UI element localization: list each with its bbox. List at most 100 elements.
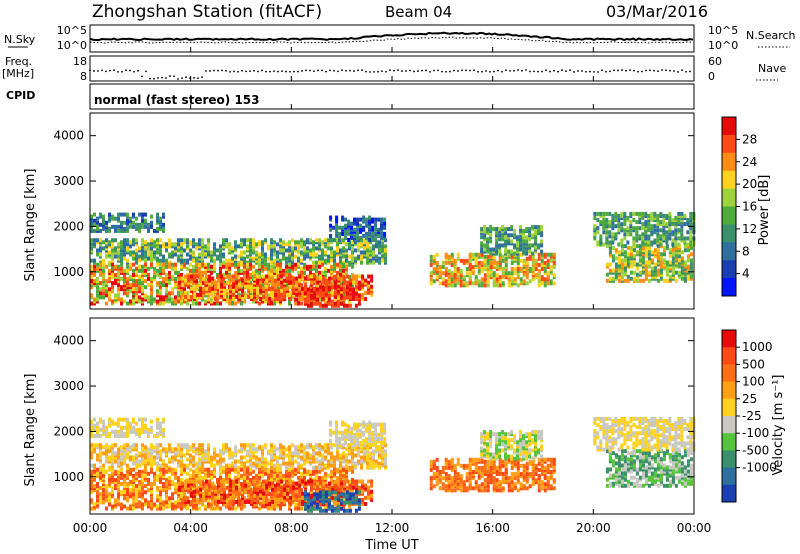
velocity-cell: [123, 486, 126, 491]
power-cell: [650, 276, 654, 281]
velocity-cell: [135, 443, 138, 448]
power-cell: [303, 248, 306, 253]
power-cell: [653, 238, 657, 243]
power-cell: [207, 238, 210, 243]
velocity-cell: [156, 431, 159, 436]
power-cell: [316, 284, 320, 289]
velocity-cell: [96, 490, 99, 495]
power-cell: [93, 264, 96, 269]
power-cell: [629, 213, 633, 218]
power-cell: [219, 266, 222, 271]
power-cell: [659, 236, 663, 241]
power-cell: [540, 231, 544, 236]
power-cell: [240, 301, 243, 306]
power-cell: [168, 297, 171, 302]
power-cell: [129, 289, 132, 294]
power-cell: [159, 293, 162, 298]
velocity-cell: [192, 449, 195, 454]
power-cell: [291, 252, 294, 257]
power-cell: [117, 228, 120, 233]
power-cell: [321, 272, 324, 277]
power-cell: [324, 272, 327, 277]
power-cell: [650, 260, 654, 265]
velocity-cell: [117, 423, 120, 428]
velocity-cell: [363, 445, 366, 450]
velocity-cell: [90, 421, 93, 426]
power-cell: [256, 274, 260, 279]
velocity-cell: [384, 457, 387, 462]
power-cell: [291, 256, 294, 261]
power-cell: [265, 284, 269, 289]
velocity-cell: [138, 429, 141, 434]
power-cell: [513, 229, 517, 234]
power-cell: [549, 269, 553, 274]
power-cell: [384, 258, 387, 263]
velocity-cell: [306, 443, 309, 448]
power-cell: [295, 284, 299, 289]
nave-tick-top: 60: [708, 55, 722, 68]
power-cell: [318, 303, 322, 308]
freq-point: [537, 70, 539, 73]
power-cell: [96, 299, 99, 304]
power-cell: [327, 254, 330, 259]
velocity-cell: [219, 465, 222, 470]
power-cell: [246, 266, 249, 271]
power-cell: [483, 264, 487, 269]
power-cell: [537, 279, 541, 284]
velocity-cell: [339, 457, 342, 462]
power-cell: [270, 264, 273, 269]
power-cell: [262, 288, 266, 293]
velocity-cell: [336, 453, 339, 458]
power-cell: [641, 211, 645, 216]
power-cell: [680, 234, 684, 239]
power-cell: [171, 287, 174, 292]
power-cell: [315, 268, 318, 273]
power-cell: [374, 221, 378, 226]
power-cell: [102, 222, 105, 227]
power-cell: [138, 264, 141, 269]
power-cell: [345, 266, 348, 271]
power-cell: [483, 233, 487, 238]
power-cell: [184, 282, 188, 287]
power-cell: [653, 274, 657, 279]
power-cell: [310, 274, 314, 279]
power-cell: [528, 227, 532, 232]
power-cell: [207, 246, 210, 251]
power-cell: [102, 258, 105, 263]
power-cell: [273, 248, 276, 253]
power-cell: [138, 248, 141, 253]
power-cell: [540, 277, 544, 282]
power-cell: [510, 267, 514, 272]
velocity-cell: [111, 447, 114, 452]
power-cell: [471, 271, 475, 276]
power-cell: [283, 290, 287, 295]
power-cell: [201, 252, 204, 257]
power-cell: [629, 276, 633, 281]
power-cell: [96, 216, 99, 221]
power-cell: [465, 258, 469, 263]
velocity-cell: [147, 488, 150, 493]
velocity-cell: [198, 461, 201, 466]
power-cell: [222, 272, 225, 277]
power-cell: [540, 258, 544, 263]
velocity-cell: [198, 506, 201, 511]
velocity-cell: [225, 498, 228, 503]
power-cell: [623, 211, 627, 216]
velocity-cell: [144, 490, 147, 495]
freq-point: [221, 69, 223, 72]
power-cell: [238, 294, 242, 299]
power-cell: [486, 237, 490, 242]
power-cell: [273, 299, 276, 304]
power-cell: [138, 287, 141, 292]
power-cell: [207, 242, 210, 247]
power-cell: [324, 303, 328, 308]
power-cell: [495, 277, 499, 282]
power-cell: [510, 256, 514, 261]
power-cell: [522, 239, 526, 244]
power-cell: [286, 288, 290, 293]
power-cell: [105, 220, 108, 225]
power-cell: [344, 223, 348, 228]
power-cell: [235, 294, 239, 299]
velocity-cell: [129, 479, 132, 484]
power-cell: [226, 274, 230, 279]
